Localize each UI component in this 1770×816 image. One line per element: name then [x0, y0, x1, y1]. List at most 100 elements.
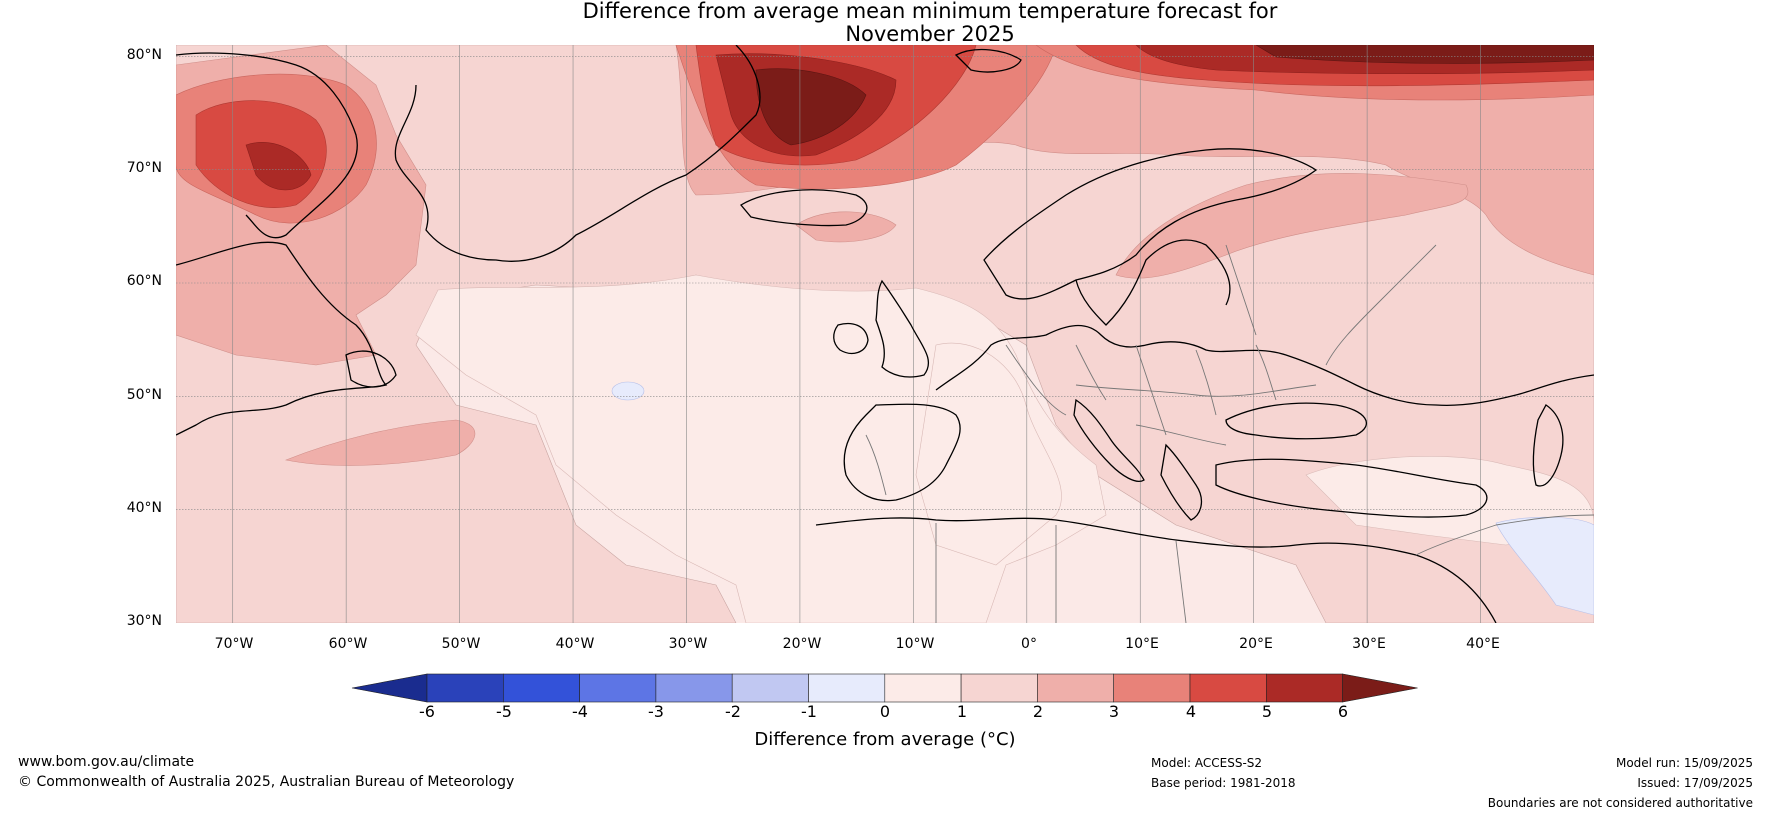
coastline-newfoundland	[345, 350, 397, 388]
colorbar-tick: 6	[1337, 702, 1349, 721]
colorbar-tick: 3	[1108, 702, 1120, 721]
model-run-text: Model run: 15/09/2025	[1615, 756, 1753, 770]
coastline-ireland	[833, 322, 869, 354]
coastline-sweden-finland	[1075, 239, 1231, 326]
model-text: Model: ACCESS-S2	[1151, 756, 1263, 770]
colorbar-extend-low	[351, 673, 428, 703]
lon-label-60w: 60°W	[328, 636, 368, 652]
coastline-great-britain	[875, 279, 930, 378]
border-europe-2	[1075, 344, 1107, 401]
coastline-turkey	[1215, 458, 1488, 518]
lon-label-20e: 20°E	[1239, 636, 1273, 652]
border-europe-4	[1195, 349, 1217, 416]
colorbar-tick: 0	[879, 702, 891, 721]
title-line-1: Difference from average mean minimum tem…	[582, 0, 1278, 23]
lon-label-10e: 10°E	[1125, 636, 1159, 652]
colorbar-segment	[426, 673, 504, 703]
lon-label-40e: 40°E	[1466, 636, 1500, 652]
coastline-north-africa	[815, 517, 1497, 623]
website-link[interactable]: www.bom.gov.au/climate	[18, 754, 195, 770]
coastline-italy	[1073, 398, 1145, 482]
border-iberia-1	[865, 434, 887, 496]
lat-label-70n: 70°N	[126, 160, 162, 176]
colorbar-segment	[1113, 673, 1191, 703]
coastline-greece	[1160, 443, 1203, 521]
lon-label-10w: 10°W	[895, 636, 935, 652]
copyright-text: © Commonwealth of Australia 2025, Austra…	[18, 774, 515, 790]
border-africa-3	[1175, 540, 1187, 623]
lon-label-40w: 40°W	[555, 636, 595, 652]
base-period-text: Base period: 1981-2018	[1151, 776, 1296, 790]
border-europe-8	[1075, 384, 1317, 397]
colorbar-segment	[808, 673, 886, 703]
coastline-norway	[983, 148, 1318, 300]
lon-label-20w: 20°W	[782, 636, 822, 652]
colorbar-extend-high	[1342, 673, 1418, 703]
coastline-greenland	[394, 45, 761, 262]
coastline-iberia	[843, 403, 961, 502]
colorbar-segment	[655, 673, 733, 703]
anomaly-region-2-3-iceland	[795, 211, 897, 243]
coastline-svalbard	[954, 48, 1022, 73]
anomaly-region-2-3-scandinavia	[1115, 173, 1469, 279]
lat-label-60n: 60°N	[126, 273, 162, 289]
anomaly-region-negative-atlantic	[611, 381, 645, 401]
lat-label-80n: 80°N	[126, 47, 162, 63]
colorbar-tick: -3	[648, 702, 664, 721]
border-europe-6	[1325, 244, 1437, 366]
anomaly-region-5-6-baffin	[245, 142, 312, 191]
colorbar-label: Difference from average (°C)	[754, 729, 1016, 750]
border-europe-1	[1005, 344, 1067, 416]
border-europe-9	[1135, 424, 1227, 446]
coastline-europe	[935, 324, 1594, 406]
lon-label-30e: 30°E	[1352, 636, 1386, 652]
colorbar-tick: 4	[1185, 702, 1197, 721]
border-middle-east-1	[1415, 514, 1594, 556]
disclaimer-text: Boundaries are not considered authoritat…	[1487, 796, 1753, 810]
colorbar	[351, 673, 1418, 703]
forecast-map	[176, 45, 1594, 623]
border-europe-7	[1225, 244, 1257, 336]
country-borders	[865, 244, 1594, 623]
coastlines	[176, 45, 1594, 623]
colorbar-tick: 5	[1261, 702, 1273, 721]
colorbar-segment	[503, 673, 580, 703]
anomaly-region-6-plus-greenland-sea	[755, 68, 867, 146]
colorbar-segment	[579, 673, 657, 703]
graticule	[176, 45, 1594, 623]
colorbar-segment	[1189, 673, 1267, 703]
lat-label-50n: 50°N	[126, 387, 162, 403]
coastline-iceland	[740, 189, 868, 227]
border-europe-5	[1255, 344, 1277, 401]
coastline-black-sea	[1225, 402, 1368, 440]
lon-label-50w: 50°W	[441, 636, 481, 652]
coastline-labrador	[176, 241, 388, 436]
lat-label-40n: 40°N	[126, 500, 162, 516]
border-europe-3	[1135, 344, 1167, 436]
anomaly-region-6-plus-barents	[1255, 45, 1594, 64]
colorbar-tick: -2	[725, 702, 741, 721]
colorbar-tick: -6	[419, 702, 435, 721]
colorbar-tick: -5	[496, 702, 512, 721]
colorbar-tick: 1	[956, 702, 968, 721]
colorbar-segment	[1265, 673, 1343, 703]
lon-label-30w: 30°W	[668, 636, 708, 652]
colorbar-segment	[731, 673, 809, 703]
lat-label-30n: 30°N	[126, 613, 162, 629]
colorbar-tick: -4	[572, 702, 588, 721]
colorbar-tick: 2	[1032, 702, 1044, 721]
coastline-caspian	[1532, 404, 1564, 487]
colorbar-segment	[960, 673, 1038, 703]
colorbar-segment	[1037, 673, 1115, 703]
lon-label-70w: 70°W	[214, 636, 254, 652]
lon-label-0: 0°	[1021, 636, 1037, 652]
colorbar-tick: -1	[801, 702, 817, 721]
anomaly-region-2-3-newfoundland-sea	[284, 419, 476, 466]
title-line-2: November 2025	[845, 22, 1015, 46]
chart-title: Difference from average mean minimum tem…	[460, 0, 1400, 46]
colorbar-segment	[884, 673, 962, 703]
issued-text: Issued: 17/09/2025	[1637, 776, 1753, 790]
map-svg	[176, 45, 1594, 623]
coastline-baffin	[176, 52, 358, 239]
anomaly-region-negative-east	[1495, 516, 1594, 616]
